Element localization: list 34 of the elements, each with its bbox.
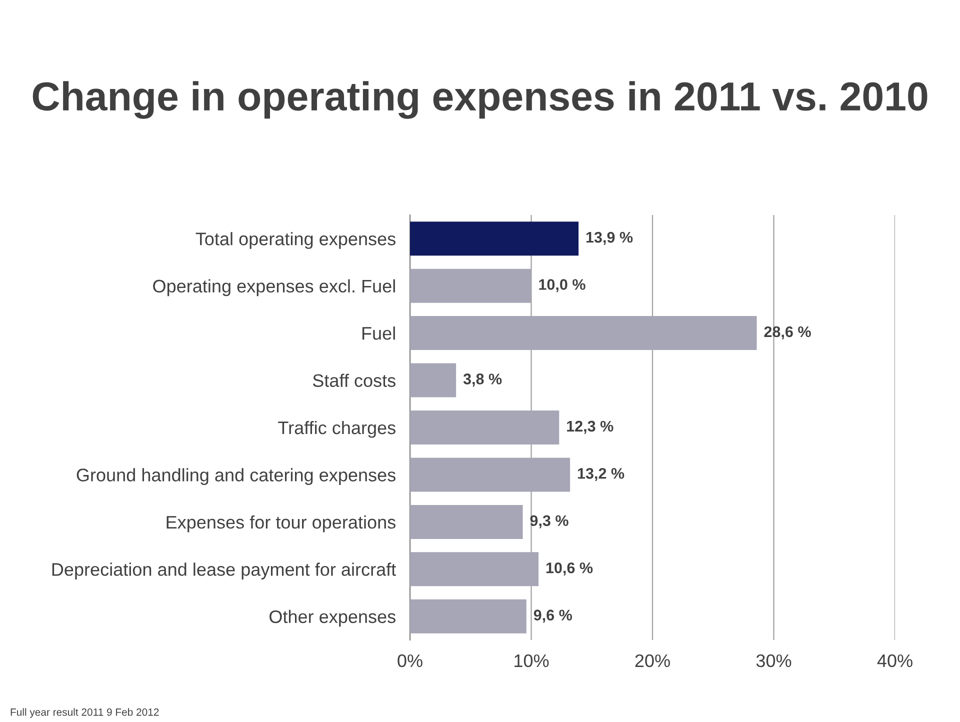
data-label: 12,3 % [567,420,614,434]
data-label: 13,9 % [586,232,633,245]
y-tick-label: Other expenses [270,610,396,627]
y-tick-label: Expenses for tour operations [166,515,396,532]
bar [410,410,560,444]
data-label: 9,6 % [534,610,572,623]
x-tick-label: 10% [514,654,549,668]
data-label: 28,6 % [764,326,811,340]
y-tick-label: Fuel [362,326,395,340]
data-label: 3,8 % [463,374,502,387]
y-tick-label: Staff costs [312,374,396,387]
x-tick-label: 0% [398,654,422,668]
text: Full year result 2011 9 Feb 2012 [10,708,159,718]
chart-title: Change in operating expenses in 2011 vs. 2010 [32,81,928,119]
y-tick-label: Traffic charges [278,420,396,438]
x-tick-label: 40% [877,654,912,668]
bar [410,363,456,398]
bar [410,552,539,586]
x-tick-label: 30% [756,654,792,668]
bar [410,458,570,492]
data-label: 13,2 % [578,468,624,482]
y-tick-label: Depreciation and lease payment for aircraft [52,562,396,580]
x-tick-label: 20% [635,654,670,668]
data-label: 10,0 % [539,279,586,292]
bar [410,268,532,303]
data-label: 10,6 % [546,562,593,576]
bar [410,599,526,634]
bar [410,504,523,539]
bar [410,316,757,350]
y-tick-label: Total operating expenses [196,232,396,249]
y-tick-label: Operating expenses excl. Fuel [153,279,395,296]
bar [410,222,579,256]
data-label: 9,3 % [530,515,568,528]
y-tick-label: Ground handling and catering expenses [76,468,396,486]
